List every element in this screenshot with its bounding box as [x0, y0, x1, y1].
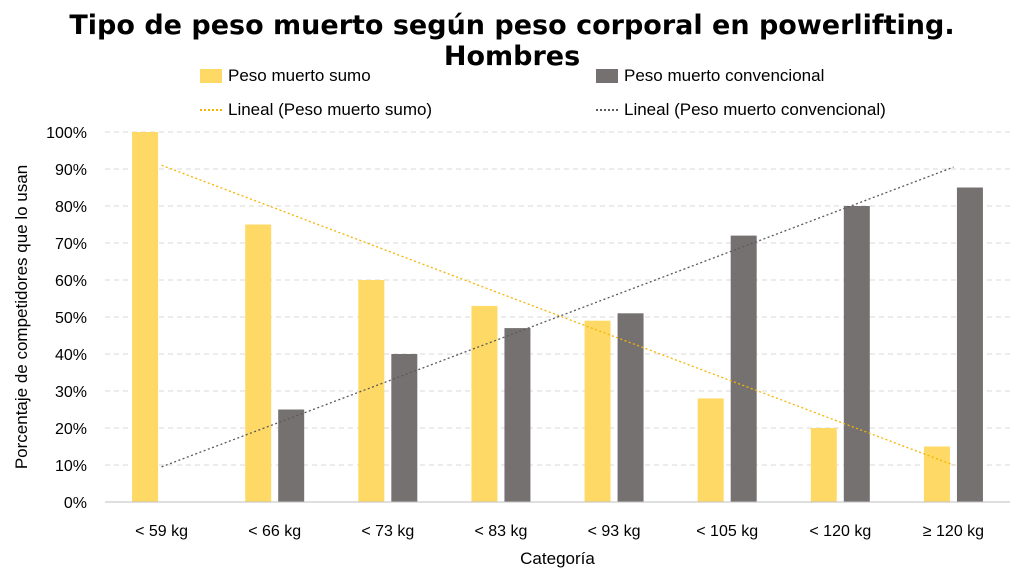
x-tick-label: < 59 kg — [135, 523, 188, 540]
bar-sumo — [810, 428, 837, 502]
x-tick-label: < 73 kg — [361, 523, 414, 540]
y-axis-title: Porcentaje de competidores que lo usan — [12, 165, 31, 469]
x-tick-label: < 83 kg — [474, 523, 527, 540]
legend-swatch-convencional — [596, 69, 618, 83]
bar-sumo — [358, 280, 385, 502]
bars — [132, 132, 983, 502]
y-tick-label: 0% — [64, 495, 87, 512]
x-axis-ticks: < 59 kg < 66 kg < 73 kg < 83 kg < 93 kg < 105… — [135, 523, 984, 540]
legend-label-lineal-sumo: Lineal (Peso muerto sumo) — [228, 100, 433, 119]
legend-item-convencional: Peso muerto convencional — [596, 66, 824, 86]
x-tick-label: < 120 kg — [809, 523, 871, 540]
y-tick-label: 80% — [55, 199, 87, 216]
y-tick-label: 60% — [55, 273, 87, 290]
bar-convencional — [956, 187, 983, 502]
x-tick-label: < 93 kg — [588, 523, 641, 540]
y-tick-label: 20% — [55, 421, 87, 438]
bar-sumo — [245, 224, 272, 502]
y-tick-label: 70% — [55, 236, 87, 253]
legend-swatch-lineal-convencional — [596, 109, 618, 111]
legend-label-lineal-convencional: Lineal (Peso muerto convencional) — [624, 100, 886, 119]
bar-convencional — [843, 206, 870, 502]
legend-label-convencional: Peso muerto convencional — [624, 66, 825, 85]
legend-item-sumo: Peso muerto sumo — [200, 66, 371, 86]
y-tick-label: 50% — [55, 310, 87, 327]
x-tick-label: ≥ 120 kg — [923, 523, 984, 540]
bar-sumo — [132, 132, 159, 502]
y-axis-ticks: 0% 10% 20% 30% 40% 50% 60% 70% 80% 90% 100% — [46, 125, 87, 512]
legend-swatch-lineal-sumo — [200, 109, 222, 111]
chart-title: Tipo de peso muerto según peso corporal … — [69, 10, 955, 72]
trendlines — [161, 164, 954, 468]
bar-convencional — [278, 409, 305, 502]
bar-convencional — [504, 328, 531, 502]
x-tick-label: < 105 kg — [696, 523, 758, 540]
legend-item-lineal-convencional: Lineal (Peso muerto convencional) — [596, 100, 886, 120]
bar-convencional — [730, 235, 757, 502]
bar-sumo — [697, 398, 724, 502]
y-tick-label: 40% — [55, 347, 87, 364]
bar-sumo — [584, 320, 611, 502]
trendline-sumo — [161, 164, 954, 466]
legend-item-lineal-sumo: Lineal (Peso muerto sumo) — [200, 100, 432, 120]
y-tick-label: 90% — [55, 162, 87, 179]
trendline-convencional — [161, 166, 954, 468]
y-tick-label: 100% — [46, 125, 87, 142]
bar-convencional — [391, 354, 418, 502]
legend-swatch-sumo — [200, 69, 222, 83]
x-tick-label: < 66 kg — [248, 523, 301, 540]
gridlines — [105, 131, 1010, 466]
y-tick-label: 10% — [55, 458, 87, 475]
y-tick-label: 30% — [55, 384, 87, 401]
x-axis-title: Categoría — [520, 549, 595, 568]
legend-label-sumo: Peso muerto sumo — [228, 66, 371, 85]
bar-sumo — [471, 305, 498, 502]
bar-convencional — [617, 313, 644, 502]
